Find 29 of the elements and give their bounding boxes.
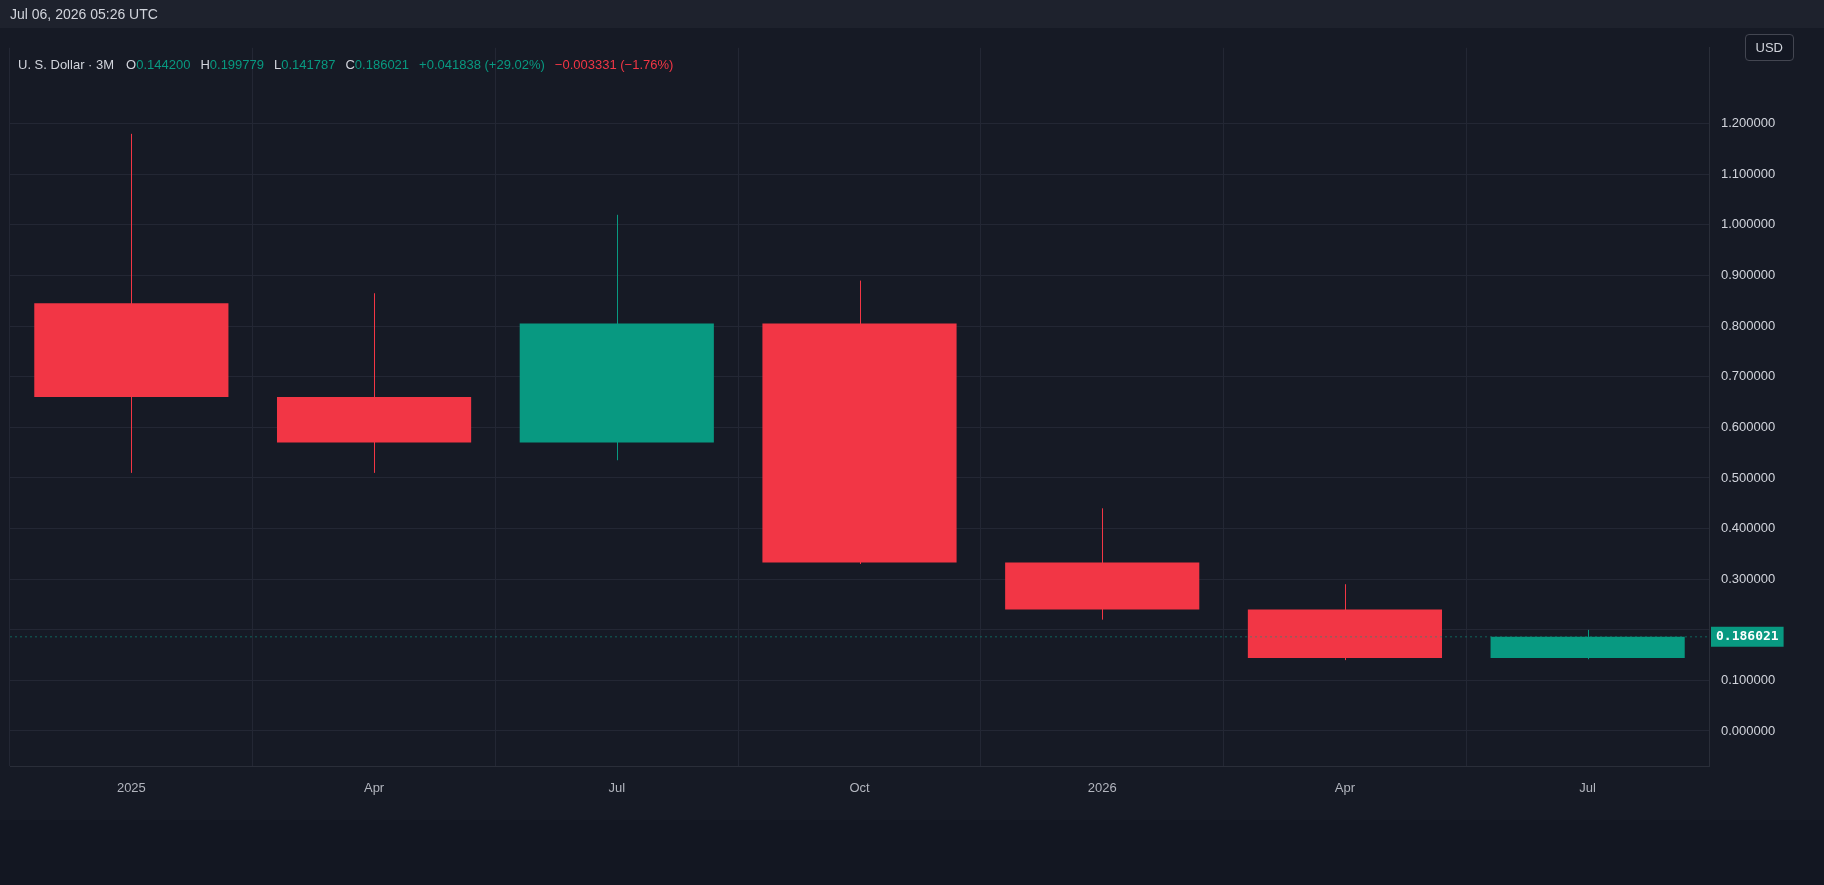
annotation: +0.041838 (+29.02%) [419,57,545,73]
x-tick-label: Jul [608,779,626,795]
x-tick-label: 2026 [1087,779,1117,795]
ref-line-label: 0.186021 [1716,628,1779,644]
y-tick-label: 1.000000 [1721,216,1776,232]
y-tick-label: 0.900000 [1721,267,1776,283]
y-tick-label: 0.800000 [1721,317,1776,333]
x-tick-label: Apr [363,779,385,795]
y-tick-label: 0.500000 [1721,469,1776,485]
y-tick-label: 0.300000 [1721,570,1776,586]
y-tick-label: 0.700000 [1721,368,1776,384]
x-tick-label: Oct [849,779,870,795]
annotation: −0.003331 (−1.76%) [554,57,674,73]
x-tick-label: 2025 [116,779,146,795]
chart-subtitle: Jul 06, 2026 05:26 UTC [0,0,1824,28]
y-tick-label: 1.200000 [1721,115,1776,131]
y-tick-label: 0.600000 [1721,418,1776,434]
y-axis-title: USD [1744,34,1794,61]
text: U. S. Dollar · 3M [18,57,115,73]
y-tick-label: 1.100000 [1721,165,1776,181]
x-tick-label: Jul [1579,779,1597,795]
x-tick-label: Apr [1334,779,1356,795]
y-tick-label: 0.000000 [1721,722,1776,738]
annotation: L0.141787 [274,57,336,73]
annotation: O0.144200 [126,57,191,73]
annotation: C0.186021 [345,57,410,73]
y-tick-label: 0.100000 [1721,671,1776,687]
y-tick-label: 0.400000 [1721,520,1776,536]
annotation: H0.199779 [200,57,265,73]
